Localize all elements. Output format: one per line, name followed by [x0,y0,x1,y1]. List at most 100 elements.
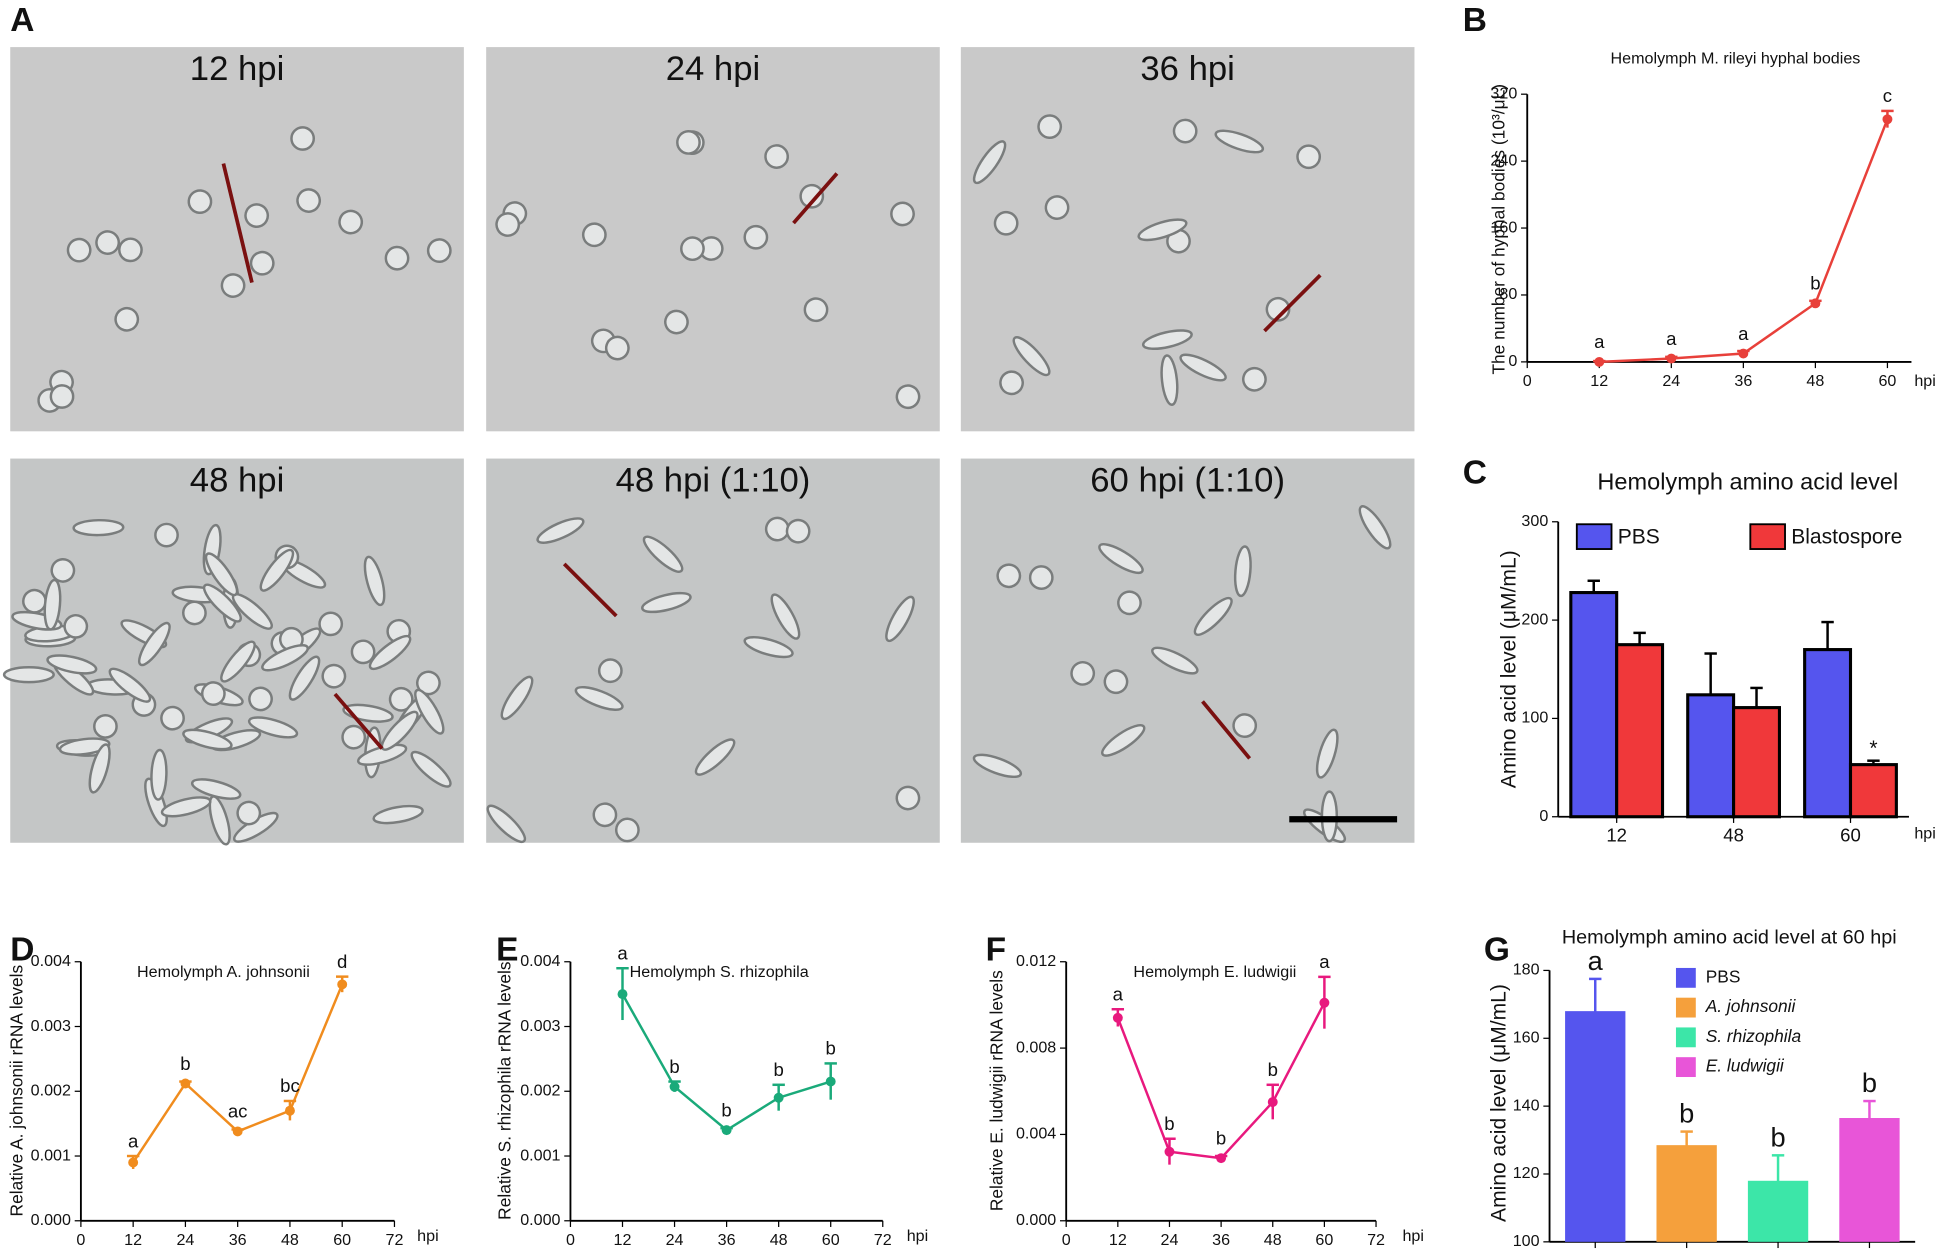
chart-title: Hemolymph amino acid level [1597,469,1898,495]
y-tick-label: 140 [1513,1096,1540,1114]
cell [972,140,1007,185]
cell [972,753,1023,779]
cell [1044,195,1070,220]
annotation: * [1869,737,1877,760]
cell [204,552,239,597]
cell [50,558,76,583]
cell [1070,660,1096,686]
y-axis-label: Relative S. rhizophila rRNA levels [495,961,515,1220]
cell [236,800,262,826]
x-axis-label: hpi [1402,1227,1424,1245]
legend-label: Blastospore [1791,525,1902,548]
x-tick-label: 0 [1523,372,1532,390]
cell [384,245,410,271]
cell [363,555,386,607]
y-tick-label: 320 [1490,84,1517,102]
cell [150,748,168,801]
cell [604,335,630,361]
bar [1732,706,1781,819]
cell [1098,543,1144,575]
point [1164,1146,1175,1157]
point [1319,997,1330,1008]
cell [249,250,275,276]
cell [22,588,47,614]
cell [996,563,1022,589]
cell [895,785,921,811]
cell [416,670,441,696]
letter: a [1113,984,1124,1005]
cell [890,201,915,227]
cell [581,222,607,248]
cell [182,728,233,751]
cell [1117,590,1142,616]
y-tick-label: 160 [1490,218,1517,236]
cell [220,273,246,298]
arrow [562,562,618,618]
legend-swatch [1575,523,1613,550]
cell [200,681,226,706]
point [617,989,628,1000]
micrograph-label: 48 hpi [190,461,285,499]
cell [1172,118,1198,144]
x-tick-label: 48 [770,1231,788,1249]
y-tick-label: 0.012 [1016,952,1056,970]
cell [187,189,213,215]
legend-swatch [1675,1027,1696,1048]
arrow [792,172,839,225]
y-tick-label: 0.001 [520,1146,560,1164]
letter: b [721,1099,731,1120]
y-tick-label: 0.002 [520,1082,560,1100]
micrograph-label: 24 hpi [666,50,761,88]
cell [259,548,295,592]
x-tick-label: 12 [614,1231,632,1249]
x-tick-label: 24 [1161,1231,1179,1249]
letter: b [180,1053,190,1074]
cell [1160,354,1179,407]
letter: ac [228,1101,248,1122]
cell [63,613,89,639]
cell [244,203,270,228]
letter: a [128,1130,139,1151]
y-tick-label: 0.001 [31,1146,71,1164]
y-tick-label: 0.003 [520,1017,560,1035]
point [128,1157,139,1168]
cell [993,210,1019,236]
letter: b [826,1038,836,1059]
cell [895,384,921,410]
cell [1193,596,1233,636]
point [1112,1012,1123,1023]
x-tick-label: 36 [718,1231,736,1249]
cell [885,595,915,643]
x-axis-label: hpi [1914,372,1936,390]
cell [261,644,309,672]
cell [1101,724,1146,757]
cell [202,583,242,623]
y-tick-label: 0.004 [1016,1125,1056,1143]
cell [341,724,367,750]
y-tick-label: 0.004 [31,952,71,970]
cell [641,591,692,614]
legend-label: PBS [1618,525,1660,548]
x-tick-label: 72 [385,1231,403,1249]
cell [190,778,242,800]
chart-title: Hemolymph amino acid level at 60 hpi [1562,926,1897,948]
bar [1656,1145,1717,1242]
cell [1296,144,1322,170]
letter: b [669,1056,679,1077]
x-tick-label: 24 [1662,372,1680,390]
point [1594,356,1605,367]
bar [1686,693,1736,819]
panel-label: E [496,932,518,969]
cell [495,212,521,237]
x-tick-label: 36 [1212,1231,1230,1249]
point [669,1081,680,1092]
cell [1103,669,1129,695]
legend-label: E. ludwigii [1706,1056,1785,1076]
letter: a [1666,328,1677,349]
letter: d [337,951,347,972]
bar [1839,1118,1900,1242]
x-tick-label: 60 [333,1231,351,1249]
cell [642,535,684,573]
letter: c [1883,85,1892,106]
